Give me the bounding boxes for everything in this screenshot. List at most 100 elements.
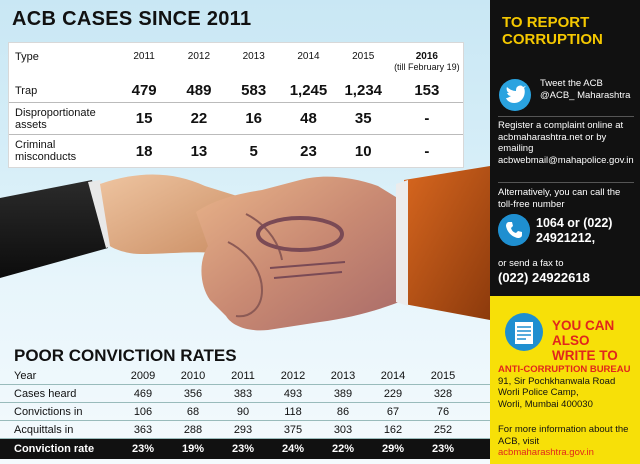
fax-label: or send a fax to [498, 258, 564, 269]
bureau-address: ANTI-CORRUPTION BUREAU 91, Sir Pochkhanw… [498, 364, 636, 410]
table-cell: 118 [284, 405, 302, 418]
left-panel: ACB CASES SINCE 2011 Type 2011 2012 2013… [0, 0, 490, 464]
conviction-table: Year 2009 2010 2011 2012 2013 2014 2015 … [0, 367, 490, 459]
row-label: Trap [15, 84, 38, 97]
report-corruption-panel: TO REPORT CORRUPTION Tweet the ACB @ACB_… [490, 0, 640, 464]
table-cell: 252 [433, 423, 453, 436]
table-cell: 22% [331, 443, 355, 455]
table-cell: 23% [231, 443, 255, 455]
left-sleeve-shape [0, 180, 108, 278]
table-row: Convictions in 106 68 90 118 86 67 76 [0, 403, 490, 421]
table-cell: 23 [300, 142, 317, 160]
acb-table-header: Type 2011 2012 2013 2014 2015 2016 (till… [9, 43, 463, 79]
table-cell: 288 [183, 423, 203, 436]
report-title-line: CORRUPTION [502, 31, 603, 48]
row-label: Criminal misconducts [15, 139, 77, 163]
write-line: ALSO [552, 333, 590, 348]
row-label: Convictions in [14, 405, 83, 418]
table-cell: 383 [233, 387, 253, 400]
divider [498, 116, 634, 117]
website-url: acbmaharashtra.gov.in [498, 447, 594, 458]
acb-cases-table: Type 2011 2012 2013 2014 2015 2016 (till… [8, 42, 464, 168]
row-label: Conviction rate [14, 443, 95, 455]
table-cell: 106 [133, 405, 153, 418]
tweet-text: Tweet the ACB @ACB_ Maharashtra [540, 78, 631, 101]
header-year: 2012 [187, 51, 211, 62]
table-cell: 13 [190, 142, 208, 160]
phone-icon [498, 214, 530, 246]
table-cell: 293 [233, 423, 253, 436]
header-year: 2013 [242, 51, 265, 62]
header-year: 2015 [352, 51, 375, 62]
table-cell: 1,245 [289, 82, 328, 99]
row-label: Disproportionate assets [15, 106, 96, 131]
header-year: 2011 [133, 51, 155, 62]
table-cell: 18 [135, 142, 153, 160]
conviction-table-header: Year 2009 2010 2011 2012 2013 2014 2015 [0, 367, 490, 385]
header-year-2016: 2016 (till February 19) [391, 51, 463, 73]
table-cell: 493 [283, 387, 303, 400]
handshake-illustration [0, 166, 490, 331]
twitter-bird-icon [499, 79, 531, 111]
table-cell: 23% [131, 443, 155, 455]
banknote-hand-shape [196, 176, 404, 331]
header-year: 2009 [130, 369, 156, 382]
header-year: 2010 [180, 369, 206, 382]
write-line: WRITE TO [552, 348, 618, 363]
table-cell: 303 [333, 423, 353, 436]
header-year: 2015 [430, 369, 456, 382]
table-cell: 479 [131, 82, 157, 99]
table-cell: 67 [386, 405, 400, 418]
table-cell: 328 [433, 387, 453, 400]
table-cell: 68 [186, 405, 200, 418]
phone-line: 1064 or (022) [536, 216, 613, 230]
table-cell: 48 [300, 110, 317, 127]
acb-cases-title: ACB CASES SINCE 2011 [12, 8, 252, 30]
table-cell: 90 [236, 405, 250, 418]
more-info-text: For more information about the ACB, visi… [498, 424, 629, 447]
table-cell: 469 [133, 387, 153, 400]
divider [498, 182, 634, 183]
row-label: Cases heard [14, 387, 77, 400]
table-cell: 23% [431, 443, 455, 455]
table-cell-2016: - [424, 142, 430, 160]
write-to-heading: YOU CAN ALSO WRITE TO [552, 318, 636, 363]
table-cell: 76 [436, 405, 450, 418]
table-cell: 19% [181, 443, 205, 455]
phone-number: 1064 or (022) 24921212, [536, 216, 636, 246]
header-year: 2014 [380, 369, 406, 382]
header-year: 2012 [280, 369, 306, 382]
header-2016-label: 2016 [415, 51, 438, 62]
banknote-digits-shape [256, 216, 344, 252]
table-cell: 15 [135, 110, 153, 127]
more-info: For more information about the ACB, visi… [498, 424, 636, 459]
table-cell: 5 [249, 142, 258, 160]
header-year-label: Year [14, 369, 37, 382]
address-line: Worli, Mumbai 400030 [498, 398, 593, 410]
right-cuff-shape [396, 180, 408, 306]
right-sleeve-shape [404, 166, 490, 320]
table-row: Trap 479 489 583 1,245 1,234 153 [9, 79, 463, 103]
report-title: TO REPORT CORRUPTION [502, 14, 636, 48]
table-row: Disproportionate assets 15 22 16 48 35 - [9, 103, 463, 135]
header-2016-note: (till February 19) [394, 62, 460, 72]
conviction-title: POOR CONVICTION RATES [14, 346, 237, 365]
row-label: Acquittals in [14, 423, 74, 436]
table-cell: 375 [283, 423, 303, 436]
table-cell: 10 [354, 142, 372, 160]
table-row: Criminal misconducts 18 13 5 23 10 - [9, 135, 463, 167]
table-cell: 162 [383, 423, 403, 436]
header-year: 2014 [297, 51, 320, 62]
header-year: 2011 [231, 369, 255, 382]
address-line: 91, Sir Pochkhanwala Road [498, 375, 616, 387]
table-row: Acquittals in 363 288 293 375 303 162 25… [0, 421, 490, 439]
table-cell: 16 [245, 110, 263, 127]
table-cell: 86 [336, 405, 350, 418]
alternatively-text: Alternatively, you can call the toll-fre… [498, 187, 621, 210]
banknote-finger-shape [227, 241, 264, 318]
write-line: YOU CAN [552, 318, 615, 333]
table-cell-2016: - [424, 110, 430, 127]
phone-line: 24921212, [536, 231, 596, 245]
header-type: Type [15, 51, 39, 63]
